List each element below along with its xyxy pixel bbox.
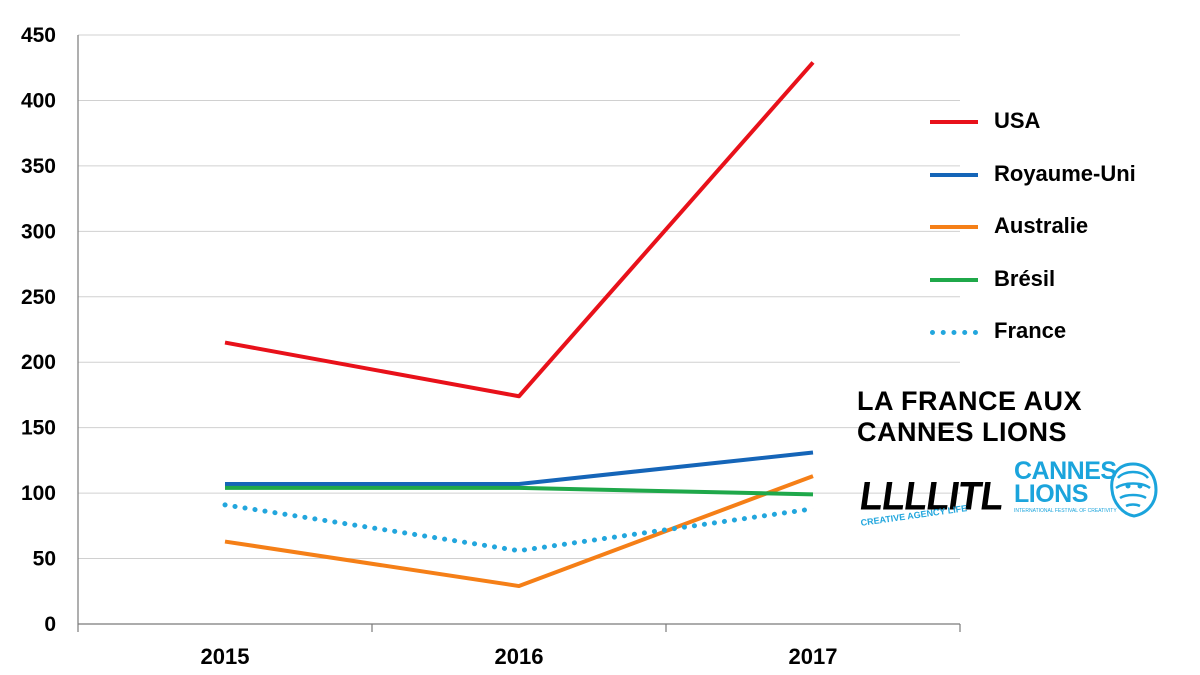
legend-label-br-sil: Brésil [994,265,1056,291]
series-line-usa [224,61,815,399]
legend-item-br-sil: Brésil [930,258,1190,311]
series-line-royaume-uni [225,450,814,486]
legend-swatch-royaume-uni [930,172,978,177]
headline-line1: LA FRANCE AUX [857,386,1082,416]
axes [77,35,961,632]
y-tick-label-350: 350 [21,155,56,178]
legend-label-france: France [994,318,1067,343]
legend-swatch-australie [930,225,978,229]
legend-item-australie: Australie [930,205,1190,258]
y-tick-label-150: 150 [21,417,56,440]
y-tick-label-450: 450 [21,24,56,47]
y-tick-label-50: 50 [33,548,56,571]
legend-item-royaume-uni: Royaume-Uni [930,153,1190,206]
lllitl-logo: LLLLITL CREATIVE AGENCY LIFE [857,475,1006,536]
x-axis-ticks: 2015 2016 2017 [201,644,838,669]
y-tick-label-250: 250 [21,286,56,309]
legend-label-australie: Australie [994,213,1089,238]
y-axis-ticks: 0 50 100 150 200 250 300 350 400 450 [21,24,56,636]
y-tick-label-300: 300 [21,220,56,243]
y-tick-label-400: 400 [21,89,56,112]
legend: USA Royaume-Uni Australie Brésil France [930,100,1190,363]
legend-label-usa: USA [994,108,1041,133]
headline: LA FRANCE AUX CANNES LIONS [857,386,1082,448]
x-tick-label-2017: 2017 [789,644,838,669]
cannes-lions-logo: CANNES LIONS INTERNATIONAL FESTIVAL OF C… [1014,457,1164,526]
y-tick-label-200: 200 [21,351,56,374]
x-tick-label-2016: 2016 [495,644,544,669]
legend-item-france: France [930,310,1190,363]
lion-head-icon [1110,462,1158,518]
cannes-lions-tagline: INTERNATIONAL FESTIVAL OF CREATIVITY [1014,508,1117,514]
series-line-france [222,502,816,554]
gridlines [78,34,960,560]
legend-swatch-usa [930,120,978,124]
y-tick-label-0: 0 [44,613,56,636]
legend-swatch-france [930,330,978,335]
cannes-lions-line1: CANNES [1014,457,1117,485]
series-lines [222,61,816,589]
headline-line2: CANNES LIONS [857,417,1068,447]
legend-swatch-br-sil [930,277,978,282]
x-tick-label-2015: 2015 [201,644,250,669]
legend-label-royaume-uni: Royaume-Uni [994,160,1136,186]
cannes-lions-line2: LIONS [1014,480,1088,508]
y-tick-label-100: 100 [21,482,56,505]
legend-item-usa: USA [930,100,1190,153]
